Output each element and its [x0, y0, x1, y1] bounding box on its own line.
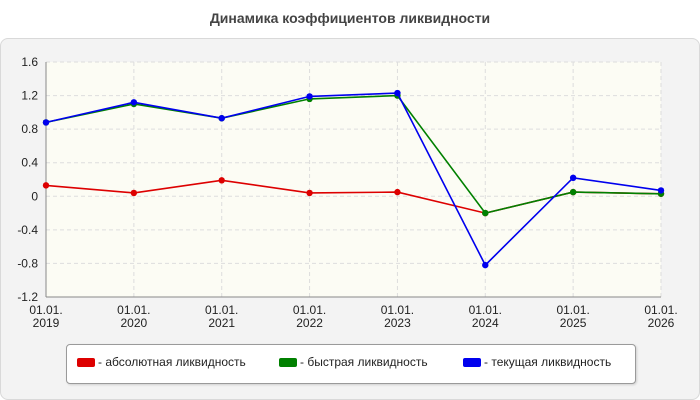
legend-swatch-absolute — [77, 357, 95, 367]
x-tick-label: 2024 — [472, 316, 499, 330]
data-point-2 — [42, 119, 50, 126]
data-point-1 — [569, 188, 577, 196]
x-tick-label: 01.01. — [29, 303, 62, 317]
y-tick-label: 0 — [31, 189, 38, 203]
data-point-0 — [394, 188, 401, 196]
x-tick-label: 2022 — [296, 316, 323, 330]
legend-item-quick: - быстрая ликвидность — [279, 355, 428, 369]
data-point-2 — [306, 93, 313, 100]
x-tick-label: 01.01. — [469, 303, 502, 317]
x-tick-label: 2019 — [33, 316, 60, 330]
y-tick-label: -0.4 — [17, 223, 38, 237]
data-point-0 — [306, 189, 313, 197]
data-point-0 — [130, 189, 138, 197]
data-point-2 — [218, 115, 225, 122]
x-tick-label: 2023 — [384, 316, 411, 330]
y-tick-label: 1.2 — [21, 89, 38, 103]
legend-label-absolute: - абсолютная ликвидность — [98, 355, 246, 369]
legend-item-current: - текущая ликвидность — [463, 355, 611, 369]
x-tick-label: 01.01. — [205, 303, 238, 317]
chart-title: Динамика коэффициентов ликвидности — [209, 10, 491, 26]
data-point-1 — [482, 209, 489, 217]
x-tick-label: 01.01. — [293, 303, 326, 317]
y-tick-label: 1.6 — [21, 55, 38, 69]
x-tick-label: 01.01. — [381, 303, 414, 317]
series-line-2 — [45, 92, 662, 267]
legend-item-absolute: - абсолютная ликвидность — [77, 355, 246, 369]
x-tick-label: 2021 — [208, 316, 235, 330]
legend-label-quick: - быстрая ликвидность — [300, 355, 428, 369]
x-tick-label: 01.01. — [644, 303, 677, 317]
x-tick-label: 2025 — [560, 316, 587, 330]
y-tick-label: -1.2 — [17, 290, 38, 304]
x-tick-label: 01.01. — [556, 303, 589, 317]
legend-swatch-quick — [279, 357, 297, 367]
y-tick-label: -0.8 — [17, 256, 38, 270]
data-point-0 — [42, 182, 50, 189]
x-tick-label: 2026 — [648, 316, 675, 330]
data-point-2 — [394, 89, 401, 97]
plot-area — [46, 62, 661, 297]
legend-label-current: - текущая ликвидность — [484, 355, 612, 369]
series-line-1 — [45, 94, 662, 215]
data-point-2 — [657, 187, 665, 194]
x-tick-label: 2020 — [121, 316, 148, 330]
x-tick-label: 01.01. — [117, 303, 150, 317]
data-point-2 — [130, 99, 138, 106]
y-tick-label: 0.4 — [21, 156, 38, 170]
chart-legend: - абсолютная ликвидность - быстрая ликви… — [66, 344, 636, 384]
legend-swatch-current — [463, 357, 481, 367]
data-point-2 — [569, 174, 577, 182]
data-point-2 — [482, 261, 489, 269]
data-point-0 — [218, 177, 225, 184]
y-tick-label: 0.8 — [21, 122, 38, 136]
